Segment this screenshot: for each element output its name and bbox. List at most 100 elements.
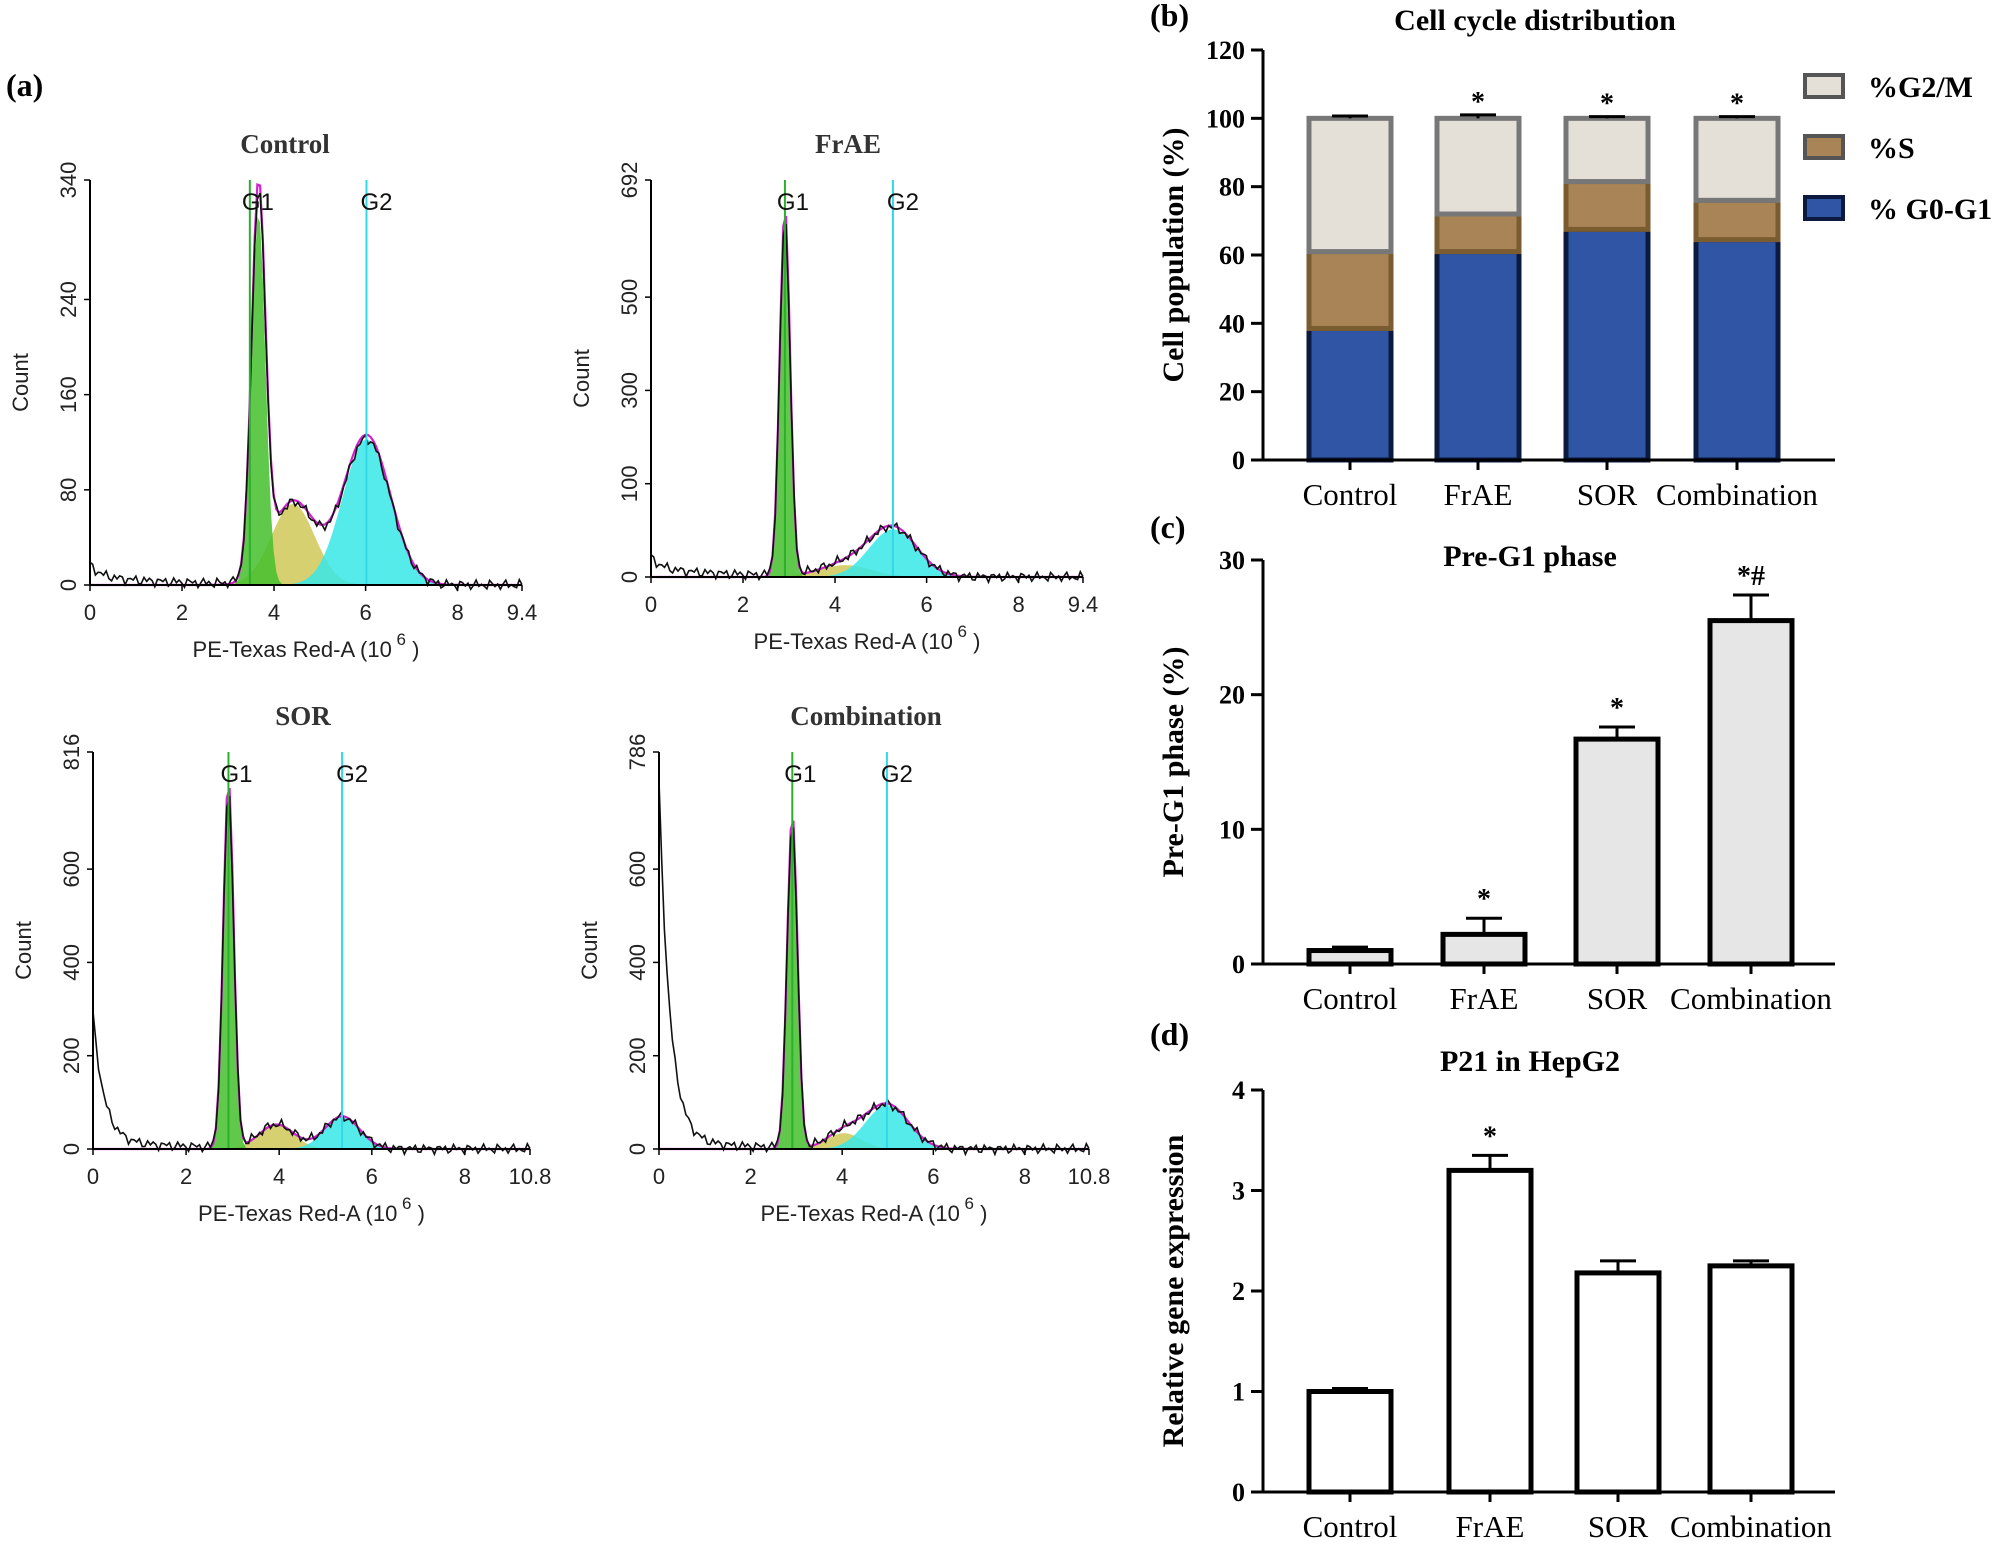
y-tick-label: 60 xyxy=(1219,241,1245,270)
x-tick-label: FrAE xyxy=(1450,981,1519,1016)
x-axis-label: PE-Texas Red-A (10 6 ) xyxy=(198,1194,425,1226)
x-tick-label: 8 xyxy=(452,600,464,625)
flow-panel-control: Control G1 G2 0 80 160 240 340 Count 0 2 4 6 8 9.4 PE-T… xyxy=(8,129,537,662)
y-axis-label: Cell population (%) xyxy=(1157,127,1190,382)
significance-label: * xyxy=(1600,89,1614,120)
bar-combination xyxy=(1707,618,1795,967)
g2-peak-label: G2 xyxy=(336,761,368,788)
bar-s-frae xyxy=(1434,211,1522,255)
y-tick-label: 80 xyxy=(1219,173,1245,202)
g1-peak-label: G1 xyxy=(784,761,816,788)
y-tick-label: 600 xyxy=(625,851,650,888)
model-fit-line xyxy=(651,215,1083,579)
bar-s-control xyxy=(1306,249,1394,331)
y-tick-label: 200 xyxy=(625,1037,650,1074)
chart-title: Pre-G1 phase xyxy=(1443,540,1617,573)
x-tick-label: 4 xyxy=(836,1164,848,1189)
x-tick-label: 6 xyxy=(927,1164,939,1189)
y-tick-label: 340 xyxy=(56,162,81,199)
x-tick-label: FrAE xyxy=(1444,477,1513,512)
s-phase-area xyxy=(90,504,522,585)
bar-control xyxy=(1306,948,1394,967)
g2-phase-area xyxy=(651,529,1083,577)
y-tick-label: 200 xyxy=(59,1037,84,1074)
y-tick-label: 2 xyxy=(1232,1277,1245,1306)
y-tick-label: 80 xyxy=(56,478,81,502)
y-tick-label: 240 xyxy=(56,281,81,318)
legend-swatch xyxy=(1803,134,1845,160)
x-tick-label: 0 xyxy=(87,1164,99,1189)
x-tick-label: 9.4 xyxy=(1068,592,1099,617)
flow-panel-frae: FrAE G1 G2 0 100 300 500 692 Count 0 2 4 6 8 9.4 PE-Tex… xyxy=(569,129,1098,654)
model-fit-line xyxy=(93,787,530,1151)
x-axis-label-base: PE-Texas Red-A (10 xyxy=(193,637,392,662)
y-tick-label: 1 xyxy=(1232,1378,1245,1407)
y-tick-label: 30 xyxy=(1219,546,1245,575)
legend-swatch xyxy=(1803,73,1845,99)
y-tick-label: 3 xyxy=(1232,1177,1245,1206)
bar-charts: *******#**020406080100120ControlFrAESORC… xyxy=(1157,4,1992,1544)
y-tick-label: 300 xyxy=(617,372,642,409)
x-tick-label: 0 xyxy=(653,1164,665,1189)
x-tick-label: 4 xyxy=(268,600,280,625)
significance-label: * xyxy=(1483,1121,1497,1152)
x-axis-label-close: ) xyxy=(406,637,419,662)
x-tick-label: Control xyxy=(1303,1509,1398,1544)
legend-label: % G0-G1 xyxy=(1868,193,1992,226)
y-tick-label: 600 xyxy=(59,851,84,888)
x-axis-label-base: PE-Texas Red-A (10 xyxy=(754,629,953,654)
x-tick-label: SOR xyxy=(1587,981,1648,1016)
bar-sor xyxy=(1574,1270,1662,1495)
y-tick-label: 120 xyxy=(1206,36,1245,65)
significance-label: * xyxy=(1730,89,1744,120)
x-tick-label: Combination xyxy=(1670,1509,1832,1544)
y-tick-label: 40 xyxy=(1219,309,1245,338)
g1-peak-label: G1 xyxy=(242,189,274,216)
bar-frae xyxy=(1440,931,1528,967)
x-tick-label: 8 xyxy=(1019,1164,1031,1189)
panel-label-b: (b) xyxy=(1150,0,1189,33)
bar-g0g1-frae xyxy=(1434,249,1522,463)
g1-peak-label: G1 xyxy=(777,189,809,216)
bar-g2m-combination xyxy=(1693,115,1781,203)
panel-label-c: (c) xyxy=(1150,509,1186,545)
x-tick-label: Control xyxy=(1303,477,1398,512)
y-tick-label: 0 xyxy=(1232,446,1245,475)
bar-g0g1-sor xyxy=(1563,226,1651,463)
chart-pre-g1-phase: * * *# 0 10 20 30 Control FrAE SOR Combination Pre-… xyxy=(1157,540,1835,1016)
chart-cell-cycle-distribution: *******#**020406080100120ControlFrAESORC… xyxy=(1157,4,1992,512)
bar-s-combination xyxy=(1693,197,1781,243)
legend-label: %G2/M xyxy=(1868,71,1973,104)
g1-phase-area xyxy=(93,799,530,1149)
x-tick-label: 9.4 xyxy=(507,600,538,625)
y-axis-label: Count xyxy=(11,921,36,980)
y-tick-label: 0 xyxy=(617,571,642,583)
y-axis-label: Relative gene expression xyxy=(1157,1134,1190,1447)
x-tick-label: 0 xyxy=(645,592,657,617)
x-axis-label-exponent: 6 xyxy=(960,1194,974,1213)
flow-panel-title: FrAE xyxy=(815,129,881,159)
y-tick-label: 0 xyxy=(625,1143,650,1155)
flow-panel-title: SOR xyxy=(275,701,331,731)
x-tick-label: 6 xyxy=(359,600,371,625)
significance-label: * xyxy=(1610,693,1624,724)
x-axis-label-exponent: 6 xyxy=(392,630,406,649)
y-tick-label: 0 xyxy=(1232,1478,1245,1507)
flow-panel-title: Combination xyxy=(790,701,942,731)
bar-sor xyxy=(1573,736,1661,967)
legend-swatch xyxy=(1803,195,1845,221)
x-tick-label: 2 xyxy=(737,592,749,617)
x-tick-label: 8 xyxy=(1013,592,1025,617)
x-tick-label: 4 xyxy=(273,1164,285,1189)
legend-label: %S xyxy=(1868,132,1915,165)
chart-title: P21 in HepG2 xyxy=(1440,1045,1620,1078)
x-tick-label: 6 xyxy=(920,592,932,617)
raw-histogram-line xyxy=(650,223,1084,585)
x-tick-label: 8 xyxy=(459,1164,471,1189)
x-tick-label: 10.8 xyxy=(1068,1164,1111,1189)
y-tick-label: 10 xyxy=(1219,815,1245,844)
x-tick-label: Combination xyxy=(1670,981,1832,1016)
bar-s-sor xyxy=(1563,179,1651,232)
